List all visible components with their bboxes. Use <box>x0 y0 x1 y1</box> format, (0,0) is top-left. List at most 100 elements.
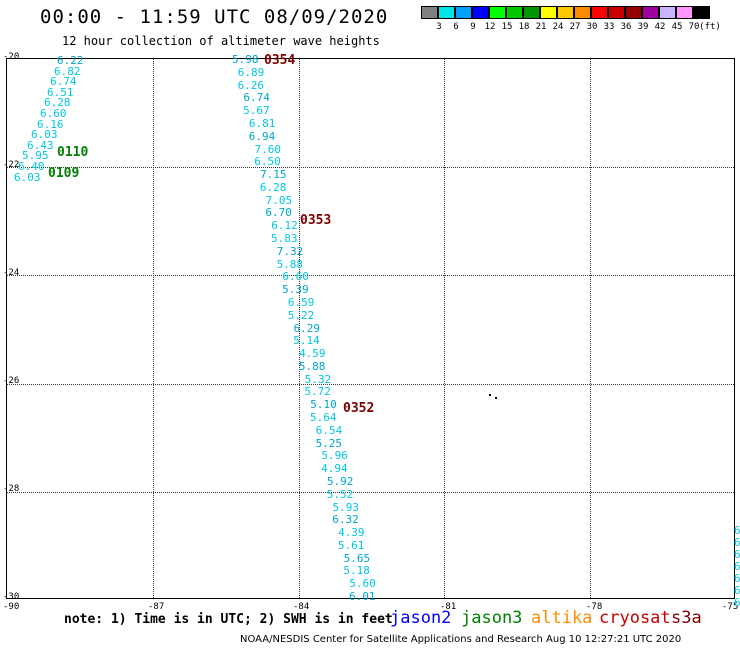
wave-height-value: 7.60 <box>254 142 282 156</box>
footer-credit: NOAA/NESDIS Center for Satellite Applica… <box>240 634 682 645</box>
wave-height-value: 5.88 <box>298 359 326 373</box>
wave-height-value: 6.40 <box>18 160 45 173</box>
data-speck <box>495 397 497 399</box>
y-tick-label: -20 <box>3 52 20 62</box>
wave-height-value: 6.43 <box>27 138 54 152</box>
wave-height-value: 5.18 <box>343 564 370 578</box>
wave-height-value: 7.15 <box>260 168 287 182</box>
y-tick-label: -22 <box>3 160 20 170</box>
wave-height-value: 7.05 <box>265 193 293 207</box>
wave-height-value: 6.59 <box>287 295 315 309</box>
colorbar-label: 3 <box>436 22 442 32</box>
parallel-gridline <box>7 167 734 169</box>
note-text: note: 1) Time is in UTC; 2) SWH is in fe… <box>64 612 393 627</box>
wave-height-value: 6.28 <box>259 180 287 194</box>
colorbar-label: 42 <box>654 22 666 32</box>
colorbar-swatch <box>574 6 591 19</box>
wave-height-value: 6.60 <box>40 107 67 120</box>
wave-height-value: 6.70 <box>265 206 292 220</box>
wave-height-value: 5.67 <box>243 104 270 118</box>
wave-height-value: 4.59 <box>299 347 326 361</box>
colorbar-label: 18 <box>518 22 530 32</box>
wave-height-value: 5.72 <box>304 385 331 399</box>
map-subtitle: 12 hour collection of altimeter wave hei… <box>62 34 380 48</box>
wave-height-value: 5.98 <box>232 53 259 66</box>
colorbar-swatch <box>472 6 489 19</box>
wave-height-value: 6.89 <box>237 65 265 79</box>
y-tick-label: -28 <box>3 484 20 494</box>
colorbar-label: 30 <box>586 22 598 32</box>
wave-height-value-partial: 6 <box>734 572 740 585</box>
wave-height-value: 6.32 <box>332 513 359 527</box>
wave-height-value: 6.22 <box>57 54 84 67</box>
wave-height-value: 5.88 <box>276 257 304 271</box>
wave-height-value-partial: 6 <box>734 548 740 561</box>
wave-height-value: 5.61 <box>337 538 365 552</box>
x-tick-label: -90 <box>3 602 20 612</box>
pass-label-0109: 0109 <box>48 166 80 181</box>
map-title: 00:00 - 11:59 UTC 08/09/2020 <box>40 6 389 28</box>
colorbar-swatch <box>523 6 540 19</box>
pass-label-0353: 0353 <box>300 213 332 228</box>
wave-height-value-partial: 6 <box>734 596 740 609</box>
pass-label-0352: 0352 <box>343 401 375 416</box>
wave-height-value: 6.29 <box>293 321 321 335</box>
legend-altika: altika <box>531 608 593 628</box>
wave-height-value: 4.94 <box>321 462 348 476</box>
colorbar-swatch <box>557 6 574 19</box>
wave-height-value: 5.52 <box>326 487 354 501</box>
data-speck <box>489 394 491 396</box>
meridian-gridline <box>152 59 154 598</box>
wave-height-value: 5.65 <box>343 551 371 565</box>
colorbar-swatch <box>676 6 693 19</box>
meridian-gridline <box>590 59 592 598</box>
wave-height-value-partial: 6 <box>734 584 740 597</box>
colorbar-label: 39 <box>637 22 649 32</box>
colorbar-swatch <box>693 6 710 19</box>
wave-height-value: 5.14 <box>293 334 320 348</box>
x-tick-label: -84 <box>293 602 310 612</box>
wave-height-value: 6.94 <box>248 129 276 143</box>
wave-height-value: 7.32 <box>276 244 304 258</box>
colorbar-label: 70 <box>688 22 700 32</box>
colorbar-swatch <box>506 6 523 19</box>
wave-height-value-partial: 6 <box>734 536 740 549</box>
wave-height-value-partial: 6 <box>734 560 740 573</box>
pass-label-0354: 0354 <box>264 53 296 68</box>
wave-height-value: 6.51 <box>47 85 74 99</box>
parallel-gridline <box>7 275 734 277</box>
wave-height-value: 5.93 <box>332 500 360 514</box>
wave-height-value: 6.74 <box>50 75 77 89</box>
meridian-gridline <box>444 59 446 598</box>
wave-height-value: 5.95 <box>22 149 49 163</box>
wave-height-value: 5.39 <box>282 283 309 297</box>
colorbar-unit: (ft) <box>699 22 721 32</box>
wave-height-value: 6.26 <box>237 78 265 92</box>
x-tick-label: -75 <box>722 602 739 612</box>
wave-height-value: 6.54 <box>315 423 343 437</box>
y-tick-label: -24 <box>3 268 20 278</box>
x-tick-label: -87 <box>148 602 165 612</box>
colorbar-swatch <box>438 6 455 19</box>
colorbar-swatch <box>659 6 676 19</box>
wave-height-value: 6.60 <box>282 270 309 284</box>
colorbar-swatch <box>421 6 438 19</box>
wave-height-value: 5.10 <box>310 398 337 412</box>
colorbar-label: 45 <box>671 22 683 32</box>
wave-height-value: 6.28 <box>44 96 71 110</box>
x-tick-label: -78 <box>586 602 603 612</box>
wave-height-value: 6.82 <box>54 64 81 78</box>
wave-height-value: 6.16 <box>37 117 64 131</box>
colorbar-label: 9 <box>470 22 476 32</box>
colorbar-swatch <box>489 6 506 19</box>
wave-height-value-partial: 6 <box>734 524 740 537</box>
map-plot-area <box>6 58 735 599</box>
wave-height-value: 5.60 <box>349 577 376 591</box>
y-tick-label: -26 <box>3 376 20 386</box>
wave-height-value: 6.01 <box>349 590 376 603</box>
pass-label-0110: 0110 <box>57 145 89 160</box>
wave-height-value: 5.92 <box>326 474 354 488</box>
parallel-gridline <box>7 491 734 493</box>
colorbar-label: 24 <box>552 22 564 32</box>
meridian-gridline <box>298 59 300 598</box>
